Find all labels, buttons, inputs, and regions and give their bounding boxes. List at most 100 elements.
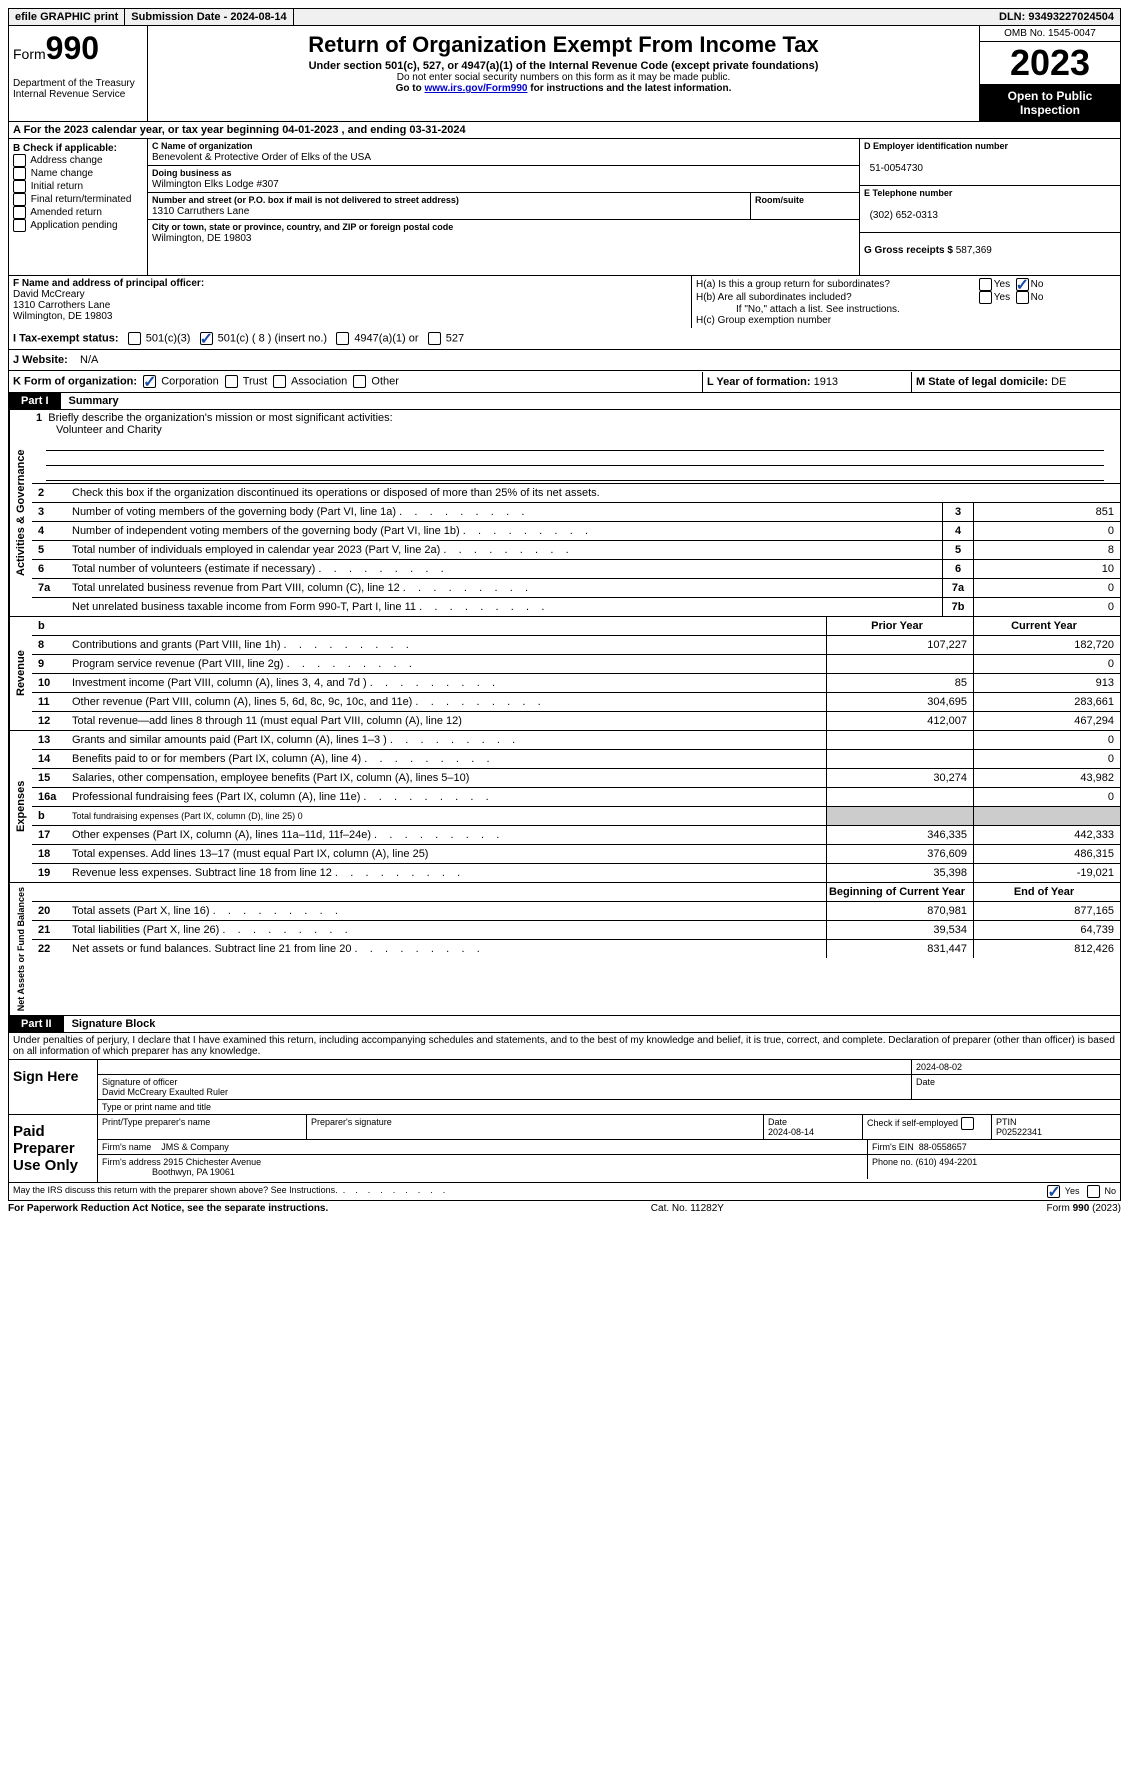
- line17-current: 442,333: [973, 826, 1120, 844]
- tax-year: 2023: [980, 42, 1120, 85]
- discuss-yes-checkbox[interactable]: [1047, 1185, 1060, 1198]
- discuss-question: May the IRS discuss this return with the…: [13, 1185, 976, 1198]
- trust-checkbox[interactable]: [225, 375, 238, 388]
- entity-info-grid: B Check if applicable: Address change Na…: [8, 139, 1121, 275]
- website-row: J Website: N/A: [8, 350, 1121, 371]
- phone-label: E Telephone number: [864, 188, 952, 198]
- line20-begin: 870,981: [826, 902, 973, 920]
- col-b-header: B Check if applicable:: [13, 143, 143, 154]
- check-name-change[interactable]: Name change: [13, 167, 143, 180]
- expenses-section: Expenses 13Grants and similar amounts pa…: [8, 731, 1121, 883]
- hb-subordinates: H(b) Are all subordinates included? Yes …: [696, 291, 1116, 304]
- current-year-header: Current Year: [973, 617, 1120, 635]
- end-year-header: End of Year: [973, 883, 1120, 901]
- line22-begin: 831,447: [826, 940, 973, 958]
- expenses-label: Expenses: [9, 731, 32, 882]
- irs-link[interactable]: www.irs.gov/Form990: [424, 83, 527, 94]
- signature-block: Under penalties of perjury, I declare th…: [8, 1033, 1121, 1201]
- officer-addr1: 1310 Carrothers Lane: [13, 300, 110, 311]
- ha-no-checkbox[interactable]: [1016, 278, 1029, 291]
- line21-begin: 39,534: [826, 921, 973, 939]
- line13-prior: [826, 731, 973, 749]
- check-final-return[interactable]: Final return/terminated: [13, 193, 143, 206]
- street-label: Number and street (or P.O. box if mail i…: [152, 195, 459, 205]
- officer-group-row: F Name and address of principal officer:…: [8, 275, 1121, 328]
- room-label: Room/suite: [755, 195, 804, 205]
- line6-value: 10: [973, 560, 1120, 578]
- check-initial-return[interactable]: Initial return: [13, 180, 143, 193]
- line9-prior: [826, 655, 973, 673]
- line15-current: 43,982: [973, 769, 1120, 787]
- ein-value: 51-0054730: [870, 163, 923, 174]
- omb-number: OMB No. 1545-0047: [980, 26, 1120, 42]
- governance-label: Activities & Governance: [9, 410, 32, 616]
- line7a-value: 0: [973, 579, 1120, 597]
- catalog-number: Cat. No. 11282Y: [651, 1203, 724, 1214]
- line7b-value: 0: [973, 598, 1120, 616]
- line8-prior: 107,227: [826, 636, 973, 654]
- preparer-date: 2024-08-14: [768, 1127, 814, 1137]
- corp-checkbox[interactable]: [143, 375, 156, 388]
- form-header: Form990 Department of the Treasury Inter…: [8, 26, 1121, 122]
- line18-current: 486,315: [973, 845, 1120, 863]
- line19-prior: 35,398: [826, 864, 973, 882]
- city-state-zip: Wilmington, DE 19803: [152, 233, 252, 244]
- dba-label: Doing business as: [152, 168, 232, 178]
- phone-value: (302) 652-0313: [870, 210, 938, 221]
- 501c3-checkbox[interactable]: [128, 332, 141, 345]
- top-bar: efile GRAPHIC print Submission Date - 20…: [8, 8, 1121, 26]
- legal-domicile: DE: [1051, 376, 1066, 388]
- discuss-no-checkbox[interactable]: [1087, 1185, 1100, 1198]
- ha-yes-checkbox[interactable]: [979, 278, 992, 291]
- form-subtitle: Under section 501(c), 527, or 4947(a)(1)…: [152, 60, 975, 72]
- check-amended-return[interactable]: Amended return: [13, 206, 143, 219]
- efile-label: efile GRAPHIC print: [9, 9, 125, 25]
- paid-preparer-label: Paid Preparer Use Only: [9, 1115, 98, 1182]
- self-employed-checkbox[interactable]: [961, 1117, 974, 1130]
- goto-note: Go to www.irs.gov/Form990 for instructio…: [152, 83, 975, 94]
- line18-prior: 376,609: [826, 845, 973, 863]
- firm-name: JMS & Company: [161, 1142, 229, 1152]
- line13-current: 0: [973, 731, 1120, 749]
- assoc-checkbox[interactable]: [273, 375, 286, 388]
- prior-year-header: Prior Year: [826, 617, 973, 635]
- org-name-label: C Name of organization: [152, 141, 253, 151]
- check-application-pending[interactable]: Application pending: [13, 219, 143, 232]
- tax-exempt-row: I Tax-exempt status: 501(c)(3) 501(c) ( …: [8, 328, 1121, 350]
- line16a-current: 0: [973, 788, 1120, 806]
- open-inspection: Open to Public Inspection: [980, 85, 1120, 121]
- line12-current: 467,294: [973, 712, 1120, 730]
- 501c-checkbox[interactable]: [200, 332, 213, 345]
- gross-label: G Gross receipts $: [864, 245, 953, 256]
- dba-name: Wilmington Elks Lodge #307: [152, 179, 279, 190]
- 527-checkbox[interactable]: [428, 332, 441, 345]
- sign-here-label: Sign Here: [9, 1060, 98, 1114]
- officer-name: David McCreary: [13, 289, 85, 300]
- hb-yes-checkbox[interactable]: [979, 291, 992, 304]
- form-title: Return of Organization Exempt From Incom…: [152, 32, 975, 58]
- dept-treasury: Department of the Treasury: [13, 78, 143, 89]
- city-label: City or town, state or province, country…: [152, 222, 453, 232]
- line15-prior: 30,274: [826, 769, 973, 787]
- street-address: 1310 Carruthers Lane: [152, 206, 249, 217]
- row-a-tax-year: A For the 2023 calendar year, or tax yea…: [8, 122, 1121, 139]
- form-version: Form 990 (2023): [1047, 1203, 1121, 1214]
- paperwork-notice: For Paperwork Reduction Act Notice, see …: [8, 1203, 328, 1214]
- check-address-change[interactable]: Address change: [13, 154, 143, 167]
- ein-label: D Employer identification number: [864, 141, 1008, 151]
- 4947-checkbox[interactable]: [336, 332, 349, 345]
- ptin-value: P02522341: [996, 1127, 1042, 1137]
- other-checkbox[interactable]: [353, 375, 366, 388]
- firm-addr2: Boothwyn, PA 19061: [152, 1167, 235, 1177]
- part2-header: Part II Signature Block: [8, 1016, 1121, 1033]
- line21-end: 64,739: [973, 921, 1120, 939]
- hb-no-checkbox[interactable]: [1016, 291, 1029, 304]
- line4-value: 0: [973, 522, 1120, 540]
- line14-current: 0: [973, 750, 1120, 768]
- hc-exemption: H(c) Group exemption number: [696, 315, 1116, 326]
- form-number: Form990: [13, 30, 143, 67]
- line12-prior: 412,007: [826, 712, 973, 730]
- line20-end: 877,165: [973, 902, 1120, 920]
- firm-addr1: 2915 Chichester Avenue: [163, 1157, 261, 1167]
- line16b-prior: [826, 807, 973, 825]
